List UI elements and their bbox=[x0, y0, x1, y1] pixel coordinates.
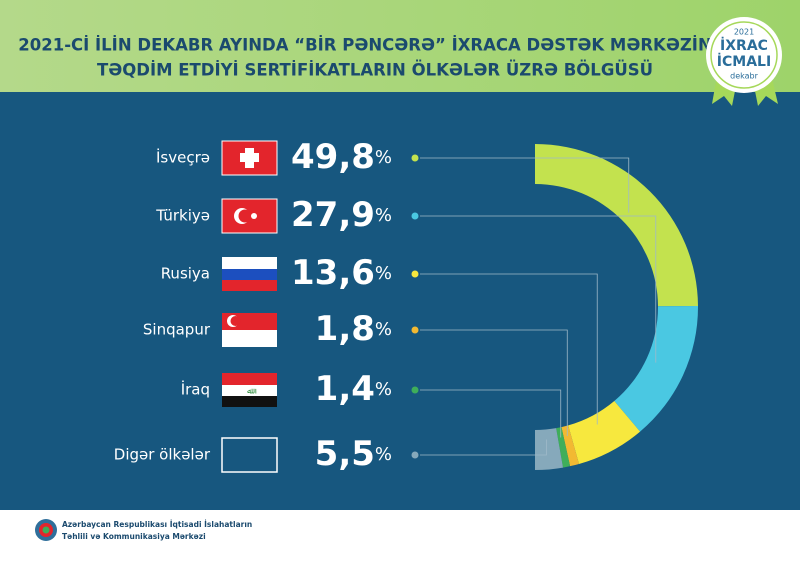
value-number: 1,4 bbox=[315, 369, 375, 409]
category-label: Türkiyə bbox=[155, 207, 210, 225]
donut-segment bbox=[561, 425, 579, 467]
value-unit: % bbox=[375, 263, 392, 284]
leader-line bbox=[420, 273, 598, 425]
legend-dot bbox=[411, 386, 419, 394]
leader-line bbox=[420, 329, 568, 437]
value-unit: % bbox=[375, 147, 392, 168]
donut-segment bbox=[535, 144, 698, 307]
flag-iraq: ﷲ bbox=[222, 373, 277, 407]
value-unit: % bbox=[375, 205, 392, 226]
badge-line: İCMALI bbox=[717, 53, 771, 70]
legend-dot bbox=[411, 212, 419, 220]
donut-segment bbox=[614, 305, 698, 432]
category-label: Sinqapur bbox=[143, 321, 211, 339]
footer-logo bbox=[35, 519, 57, 541]
badge: 2021 İXRAC İCMALI dekabr bbox=[706, 17, 782, 106]
badge-year: 2021 bbox=[734, 28, 754, 37]
footer-text: Azərbaycan Respublikası İqtisadi İslahat… bbox=[62, 520, 252, 529]
leader-line bbox=[420, 439, 547, 456]
flag-other bbox=[221, 437, 278, 473]
value-unit: % bbox=[375, 319, 392, 340]
value-label: 49,8% bbox=[291, 137, 392, 177]
legend-dot bbox=[411, 270, 419, 278]
legend-dot bbox=[411, 326, 419, 334]
legend-dot bbox=[411, 154, 419, 162]
subtitle: TƏQDİM ETDİYİ SERTİFİKATLARIN ÖLKƏLƏR ÜZ… bbox=[97, 61, 653, 80]
badge-line: İXRAC bbox=[720, 37, 768, 54]
value-label: 1,8% bbox=[315, 309, 392, 349]
flag-switzerland bbox=[221, 140, 278, 176]
value-label: 13,6% bbox=[291, 253, 392, 293]
value-unit: % bbox=[375, 444, 392, 465]
value-label: 5,5% bbox=[315, 434, 392, 474]
value-number: 1,8 bbox=[315, 309, 375, 349]
category-label: Rusiya bbox=[161, 265, 210, 283]
value-number: 49,8 bbox=[291, 137, 375, 177]
flag-turkey bbox=[221, 198, 278, 234]
value-label: 27,9% bbox=[291, 195, 392, 235]
footer-band bbox=[0, 510, 800, 566]
leader-line bbox=[420, 157, 630, 213]
value-number: 27,9 bbox=[291, 195, 375, 235]
header-band bbox=[0, 0, 800, 92]
value-number: 5,5 bbox=[315, 434, 375, 474]
category-label: İsveçrə bbox=[156, 148, 210, 167]
value-unit: % bbox=[375, 379, 392, 400]
legend-dot bbox=[411, 451, 419, 459]
donut-segment bbox=[535, 428, 564, 470]
flag-russia bbox=[222, 257, 277, 291]
category-label: Digər ölkələr bbox=[114, 446, 211, 464]
badge-month: dekabr bbox=[730, 72, 758, 81]
flag-singapore bbox=[222, 313, 277, 347]
leader-line bbox=[420, 215, 657, 363]
value-label: 1,4% bbox=[315, 369, 392, 409]
category-label: İraq bbox=[181, 380, 210, 399]
leader-line bbox=[420, 389, 562, 438]
title: 2021-Cİ İLİN DEKABR AYINDA “BİR PƏNCƏRƏ”… bbox=[18, 36, 731, 55]
donut-segment bbox=[556, 427, 571, 468]
donut-segment bbox=[568, 401, 641, 464]
footer-text: Təhlili və Kommunikasiya Mərkəzi bbox=[62, 532, 206, 541]
value-number: 13,6 bbox=[291, 253, 375, 293]
